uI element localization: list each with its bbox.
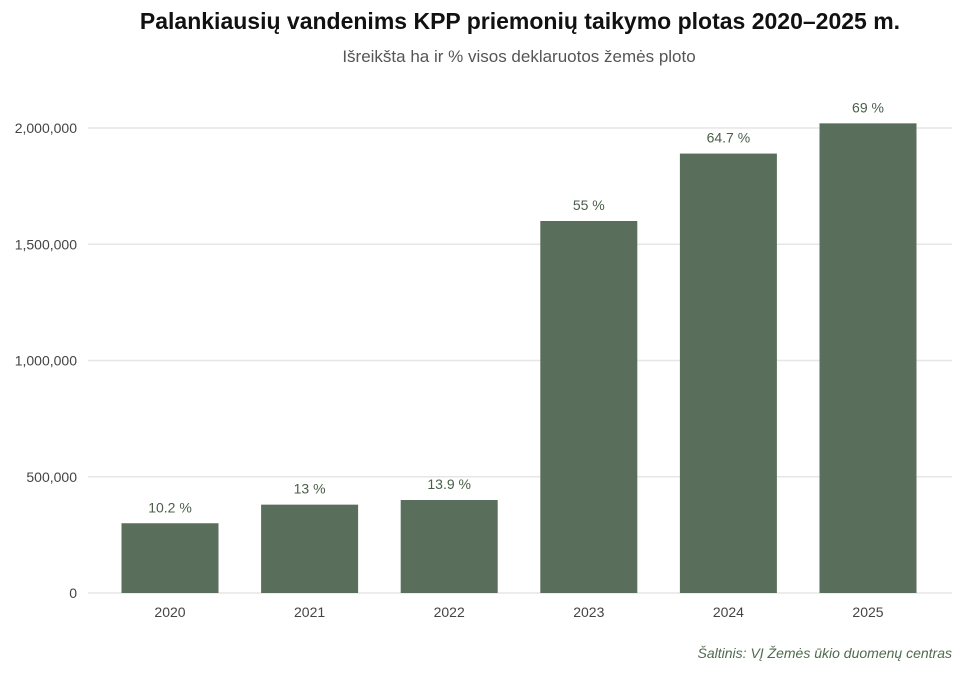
y-tick-label: 2,000,000 (15, 120, 77, 136)
bar-2022 (400, 500, 498, 593)
x-tick-label: 2024 (713, 604, 744, 620)
chart-subtitle: Išreikšta ha ir % visos deklaruotos žemė… (342, 47, 696, 66)
source-note: Šaltinis: VĮ Žemės ūkio duomenų centras (697, 645, 952, 661)
data-label-2022: 13.9 % (427, 476, 471, 492)
data-label-2020: 10.2 % (148, 499, 192, 515)
y-tick-label: 1,500,000 (15, 236, 77, 252)
x-axis: 2020 2021 2022 2023 2024 2025 (154, 604, 883, 620)
x-tick-label: 2023 (573, 604, 604, 620)
bar-2023 (540, 221, 638, 593)
x-tick-label: 2022 (434, 604, 465, 620)
x-tick-label: 2021 (294, 604, 325, 620)
x-tick-label: 2025 (852, 604, 883, 620)
y-tick-label: 0 (69, 585, 77, 601)
x-tick-label: 2020 (154, 604, 185, 620)
data-label-2024: 64.7 % (707, 130, 751, 146)
bars (121, 123, 917, 593)
y-tick-label: 500,000 (26, 469, 77, 485)
y-tick-label: 1,000,000 (15, 353, 77, 369)
data-labels: 10.2 % 13 % 13.9 % 55 % 64.7 % 69 % (148, 99, 884, 515)
bar-2024 (679, 153, 777, 593)
bar-2025 (819, 123, 917, 593)
data-label-2025: 69 % (852, 99, 884, 115)
y-axis: 0 500,000 1,000,000 1,500,000 2,000,000 (15, 120, 78, 601)
chart-title: Palankiausių vandenims KPP priemonių tai… (139, 8, 901, 34)
data-label-2023: 55 % (573, 197, 605, 213)
bar-2021 (261, 504, 359, 593)
bar-2020 (121, 523, 219, 593)
gridlines (88, 127, 952, 594)
data-label-2021: 13 % (294, 481, 326, 497)
